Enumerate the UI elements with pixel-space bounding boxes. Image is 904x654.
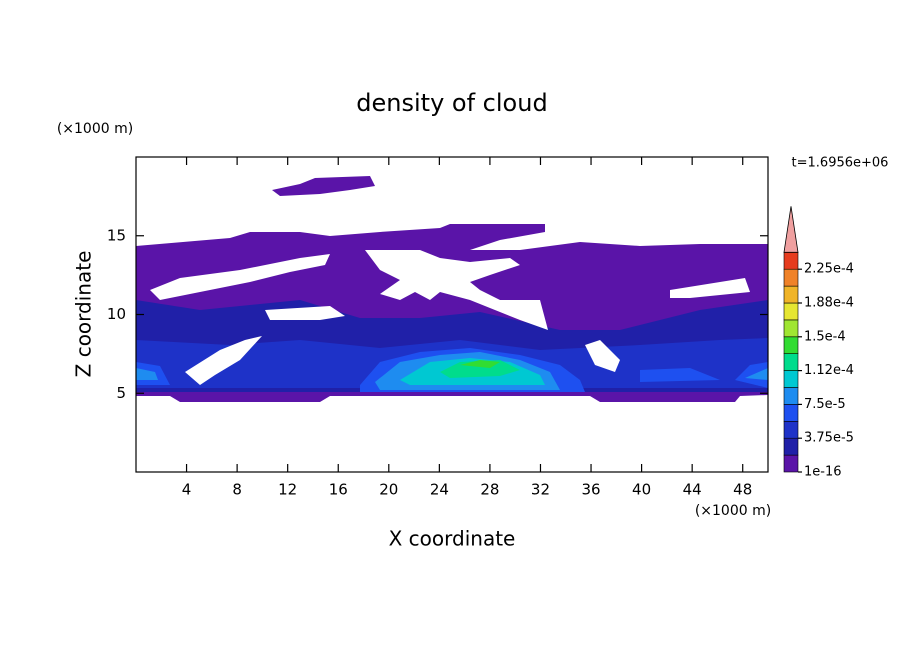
- contour-region: [136, 368, 158, 380]
- x-tick-label: 44: [683, 481, 702, 499]
- x-tick-label: 20: [379, 481, 398, 499]
- colorbar-box: [783, 387, 799, 405]
- time-label: t=1.6956e+06: [792, 156, 889, 171]
- colorbar-box: [783, 420, 799, 439]
- colorbar-label: 1.5e-4: [804, 329, 846, 344]
- colorbar-label: 1.88e-4: [804, 296, 854, 311]
- y-tick-label: 15: [107, 226, 126, 244]
- colorbar-label: 7.5e-5: [804, 397, 846, 412]
- x-tick-label: 48: [733, 481, 752, 499]
- y-tick-label: 5: [116, 384, 126, 402]
- colorbar-box: [783, 302, 799, 321]
- x-tick-label: 4: [182, 481, 192, 499]
- no-data-region: [185, 336, 262, 385]
- colorbar-box: [783, 437, 799, 456]
- colorbar-box: [783, 353, 799, 371]
- x-tick-label: 24: [430, 481, 449, 499]
- y-unit: (×1000 m): [57, 121, 133, 137]
- contour-region: [460, 360, 500, 368]
- colorbar-box: [783, 319, 799, 338]
- contour-region: [735, 362, 768, 388]
- colorbar-label: 2.25e-4: [804, 262, 854, 277]
- contour-region: [272, 176, 375, 196]
- contour-region: [745, 368, 768, 380]
- x-tick-label: 28: [480, 481, 499, 499]
- colorbar-box: [783, 404, 799, 422]
- colorbar-box: [783, 370, 799, 388]
- colorbar-label: 1.12e-4: [804, 363, 854, 378]
- x-tick-label: 8: [232, 481, 242, 499]
- colorbar-box: [783, 285, 799, 304]
- chart-title: density of cloud: [356, 89, 547, 117]
- contour-region: [640, 368, 720, 382]
- y-axis-label: Z coordinate: [72, 251, 96, 378]
- x-tick-label: 16: [329, 481, 348, 499]
- no-data-region: [585, 340, 620, 372]
- colorbar-label: 3.75e-5: [804, 431, 854, 446]
- colorbar-over: [783, 206, 799, 253]
- colorbar-box: [783, 252, 799, 270]
- no-data-region: [670, 278, 750, 298]
- x-tick-label: 40: [632, 481, 651, 499]
- no-data-region: [150, 254, 330, 300]
- x-tick-label: 12: [278, 481, 297, 499]
- x-tick-label: 32: [531, 481, 550, 499]
- x-axis-label: X coordinate: [389, 527, 516, 551]
- colorbar-label: 1e-16: [804, 465, 842, 480]
- contour-field: [136, 176, 768, 402]
- colorbar-box: [783, 336, 799, 354]
- colorbar-box: [783, 454, 799, 473]
- no-data-region: [265, 306, 345, 320]
- x-tick-label: 36: [581, 481, 600, 499]
- contour-region: [440, 360, 520, 378]
- y-tick-label: 10: [107, 305, 126, 323]
- no-data-region: [365, 250, 548, 330]
- colorbar-box: [783, 268, 799, 287]
- x-unit: (×1000 m): [695, 503, 771, 519]
